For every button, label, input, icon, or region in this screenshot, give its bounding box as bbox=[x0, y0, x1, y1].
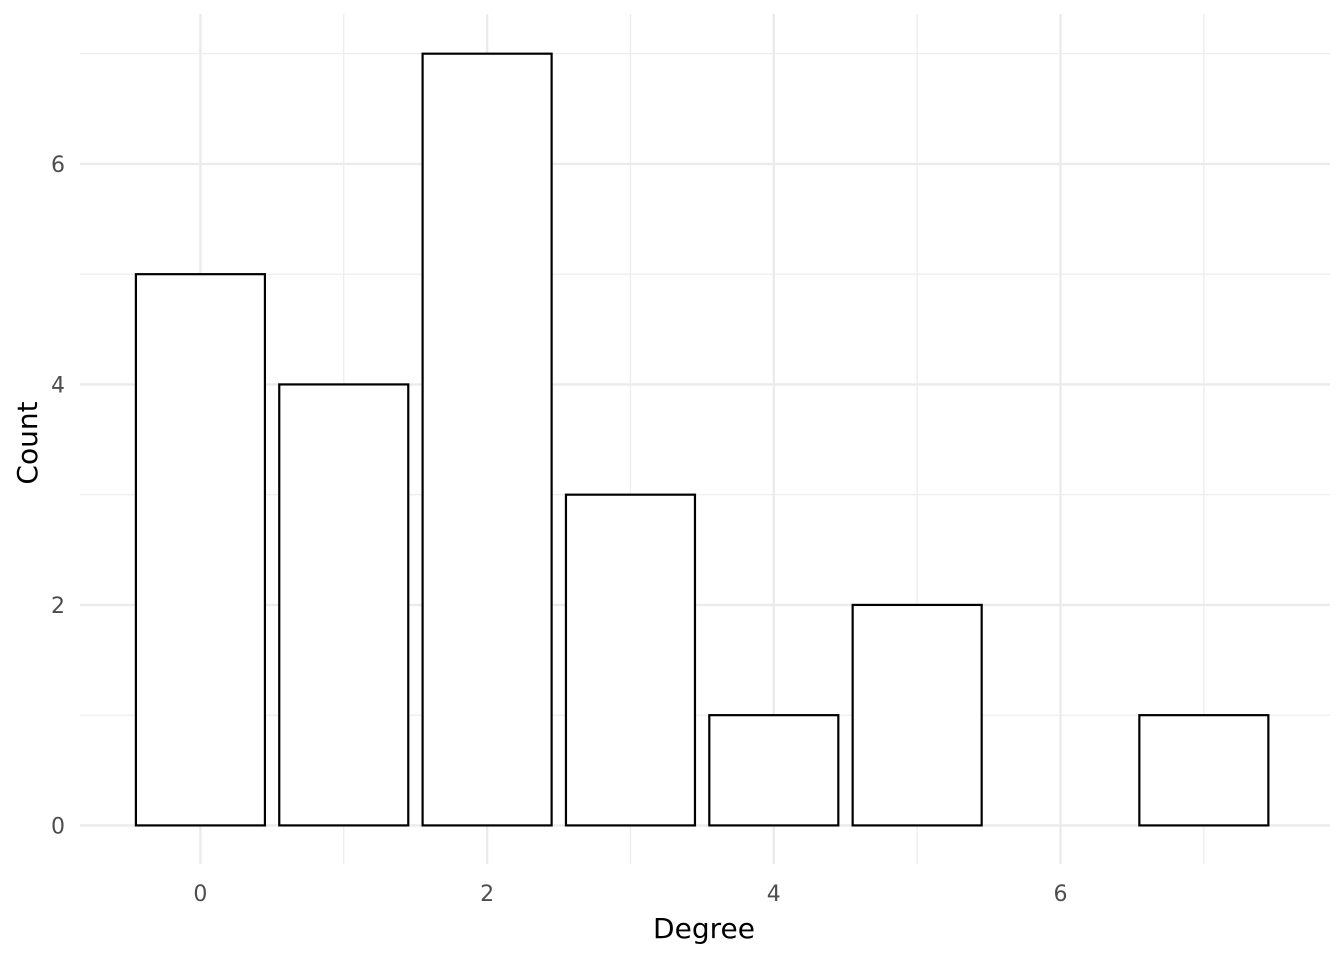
bar-degree-1 bbox=[278, 383, 410, 827]
y-axis-title: Count bbox=[11, 401, 44, 484]
bar-degree-5 bbox=[851, 603, 983, 827]
y-tick-label: 4 bbox=[51, 373, 65, 398]
x-tick-label: 4 bbox=[767, 882, 781, 907]
x-tick-label: 2 bbox=[480, 882, 494, 907]
y-tick-label: 6 bbox=[51, 153, 65, 178]
y-tick-label: 0 bbox=[51, 814, 65, 839]
x-tick-label: 0 bbox=[193, 882, 207, 907]
bar-degree-2 bbox=[421, 52, 553, 827]
x-tick-label: 6 bbox=[1054, 882, 1068, 907]
bars bbox=[134, 52, 1270, 827]
bar-degree-4 bbox=[708, 714, 840, 827]
x-axis-ticks: 0 2 4 6 bbox=[193, 882, 1067, 907]
y-tick-label: 2 bbox=[51, 594, 65, 619]
y-axis-ticks: 0 2 4 6 bbox=[51, 153, 65, 839]
bar-degree-7 bbox=[1138, 714, 1270, 827]
x-axis-title: Degree bbox=[653, 912, 755, 945]
bar-degree-3 bbox=[564, 493, 697, 827]
bar-degree-0 bbox=[134, 273, 267, 827]
